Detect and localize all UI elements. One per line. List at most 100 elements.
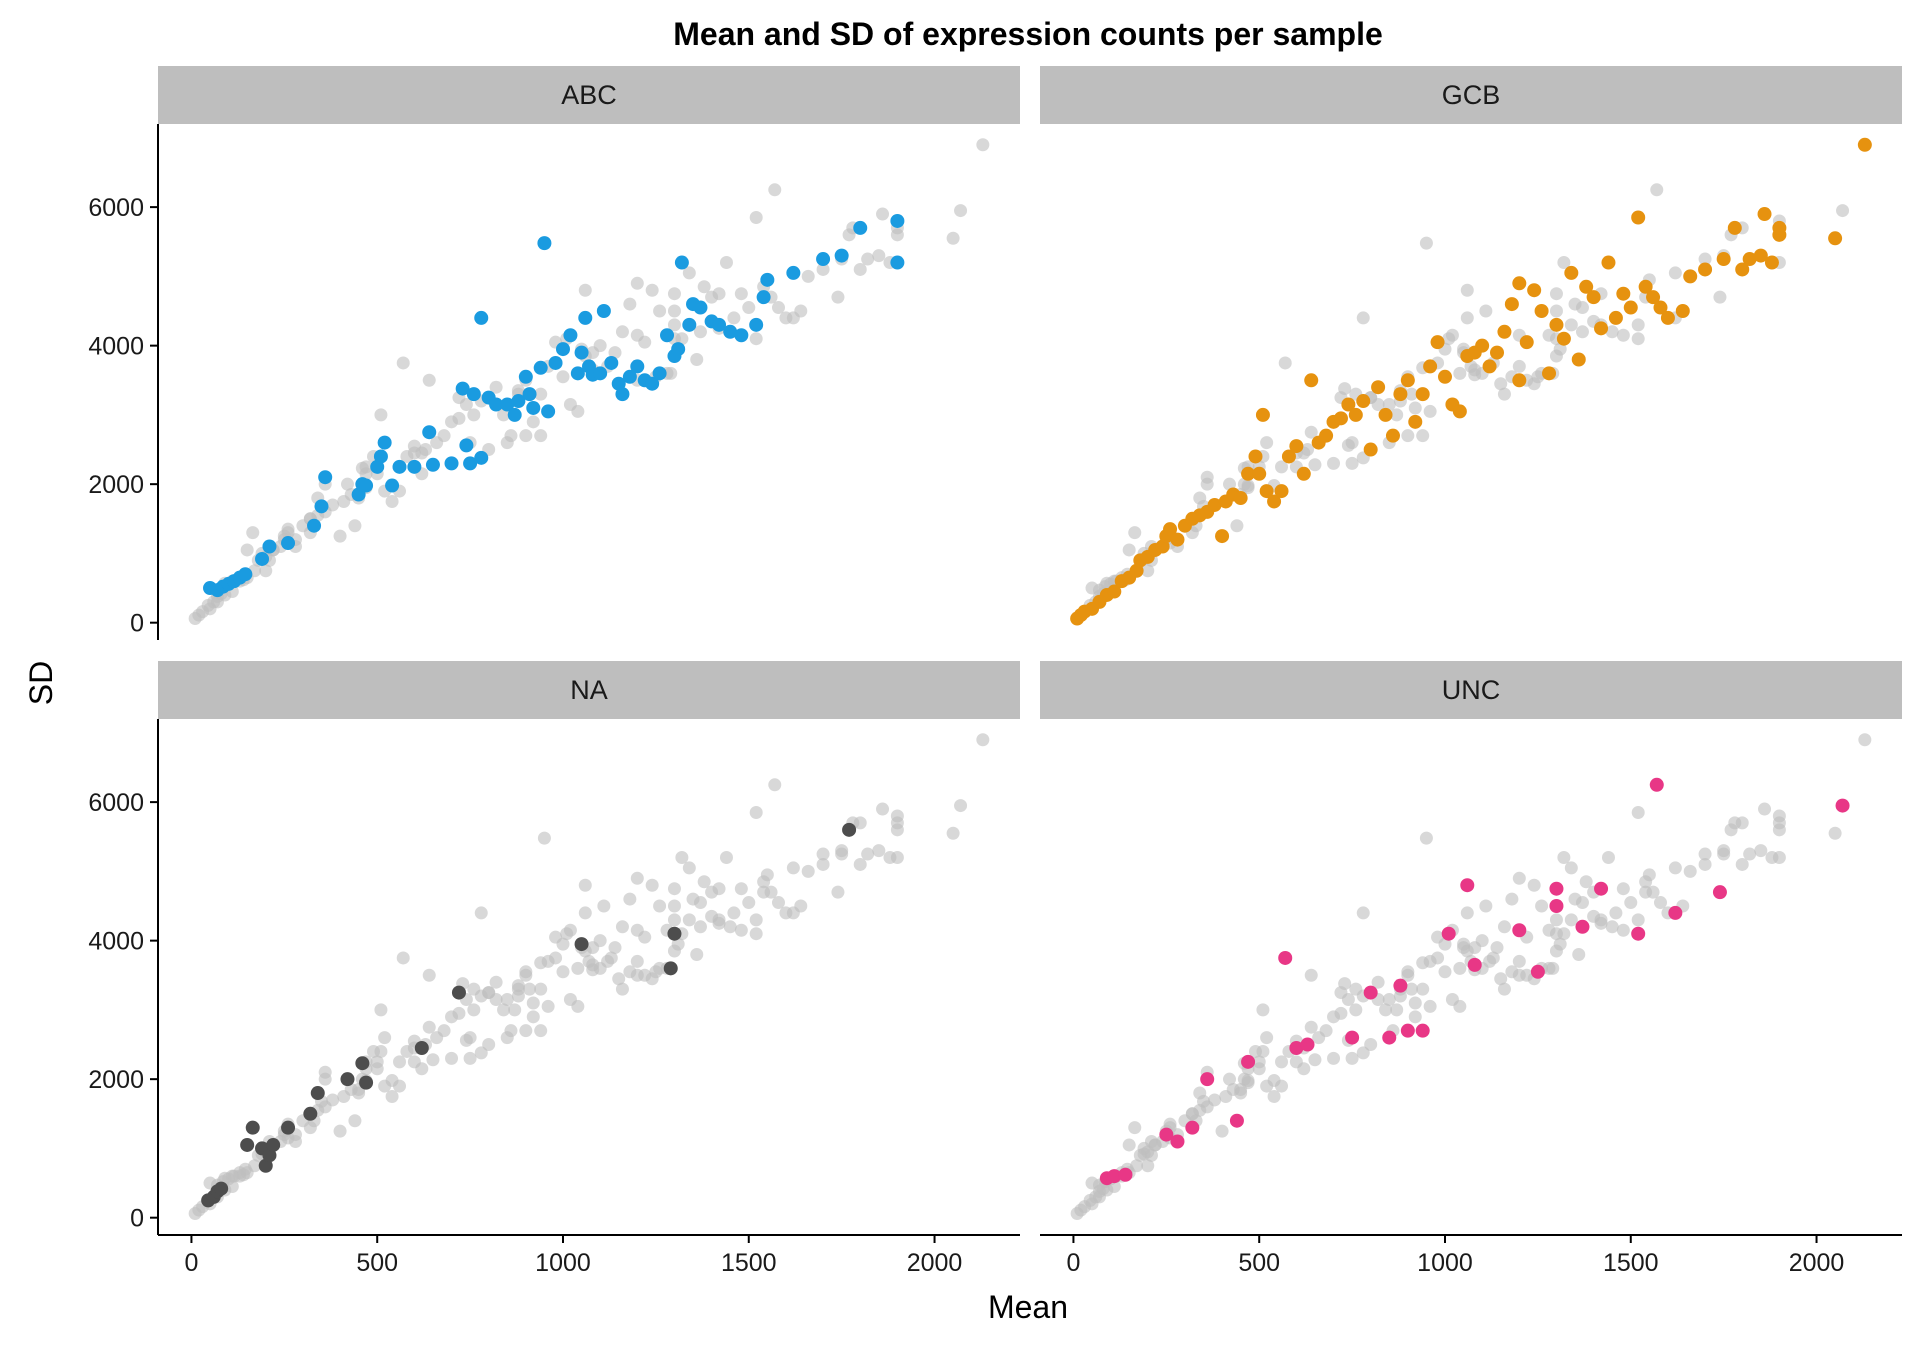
background-point [374,408,388,422]
highlight-points [203,213,905,598]
background-point [1549,304,1563,318]
data-point [1594,321,1609,336]
background-point [385,494,399,508]
background-point [526,415,540,429]
background-point [1698,252,1712,266]
data-point [563,328,578,343]
data-point [890,213,905,228]
background-point [1128,1121,1142,1135]
data-point [1512,923,1527,938]
background-point [415,1062,429,1076]
background-point [861,252,875,266]
background-point [712,287,726,301]
data-point [548,355,563,370]
data-point [1475,338,1490,353]
data-point [596,304,611,319]
background-point [1252,1062,1266,1076]
background-point [835,847,849,861]
data-point [1616,286,1631,301]
background-point [1631,913,1645,927]
panels-layer: ABC 0 2000 4000 6000 GCB NA 0 2000 4000 6000 0 500 10… [88,66,1902,1277]
background-point [727,906,741,920]
data-point [1638,279,1653,294]
data-point [1683,269,1698,284]
data-point [463,456,478,471]
data-point [1319,428,1334,443]
background-point [1234,1086,1248,1100]
data-point [1415,387,1430,402]
background-point [571,404,585,418]
background-point [1327,456,1341,470]
background-point [1497,387,1511,401]
data-point [340,1072,355,1087]
background-point [1423,404,1437,418]
data-point [1163,522,1178,537]
background-point [690,352,704,366]
data-point [1631,210,1646,225]
background-point [786,311,800,325]
background-point [786,906,800,920]
data-point [1698,262,1713,277]
background-point [1275,1055,1289,1069]
background-point [497,408,511,422]
background-point [801,864,815,878]
background-point [571,961,585,975]
background-point [586,958,600,972]
background-point [693,896,707,910]
data-point [1601,255,1616,270]
y-tick-label: 4000 [88,928,144,956]
background-point [445,1051,459,1065]
background-point [1256,1003,1270,1017]
background-point [1717,847,1731,861]
background-point [1698,847,1712,861]
background-point [288,1134,302,1148]
background-point [1382,398,1396,412]
x-tick-label: 1000 [1417,1249,1473,1277]
background-point [1345,1051,1359,1065]
background-point [883,851,897,865]
background-point [1345,456,1359,470]
background-point [649,965,663,979]
data-point [1519,335,1534,350]
background-point [976,733,990,747]
data-point [474,450,489,465]
background-point [749,913,763,927]
background-point [378,1031,392,1045]
background-point [1650,183,1664,197]
background-point [771,301,785,315]
background-point [482,1038,496,1052]
background-point [667,304,681,318]
background-point [1304,1020,1318,1034]
background-point [593,934,607,948]
data-point [682,317,697,332]
background-point [630,276,644,290]
background-point [734,882,748,896]
background-point [422,968,436,982]
background-point [831,885,845,899]
data-point [1378,407,1393,422]
background-point [1230,519,1244,533]
data-point [1107,1169,1122,1184]
facet-strip-label: ABC [561,80,617,110]
background-point [612,972,626,986]
chart-title: Mean and SD of expression counts per sam… [673,16,1383,52]
background-point [675,851,689,865]
background-point [682,266,696,280]
background-point [645,878,659,892]
data-point [1753,248,1768,263]
background-point [1193,1086,1207,1100]
data-point [667,926,682,941]
background-point [1453,999,1467,1013]
background-point [630,954,644,968]
background-point [954,799,968,813]
background-point [396,356,410,370]
background-point [1631,318,1645,332]
data-point [240,1137,255,1152]
data-point [1727,220,1742,235]
data-point [1415,1023,1430,1038]
data-point [1252,466,1267,481]
background-point [500,436,514,450]
background-point [1605,325,1619,339]
background-point [549,930,563,944]
background-point [1144,1148,1158,1162]
